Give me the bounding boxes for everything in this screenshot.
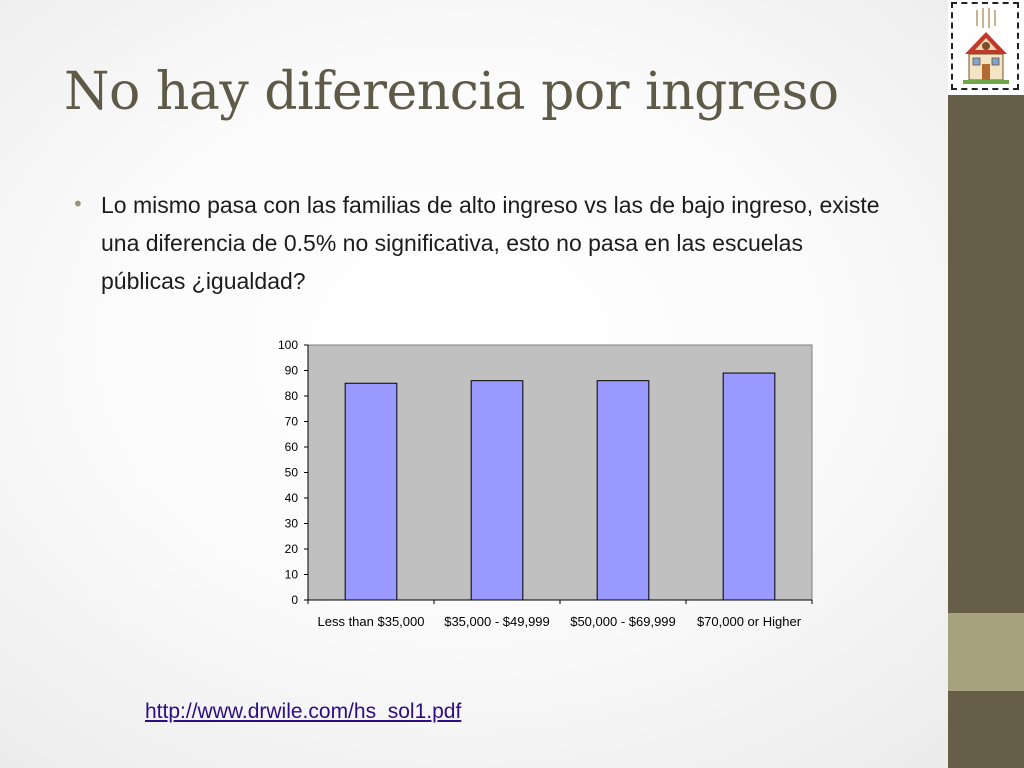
y-tick-label: 0 [291,593,298,607]
x-tick-labels: Less than $35,000 $35,000 - $49,999 $50,00… [318,614,802,629]
bar [596,380,650,601]
bar [470,380,524,601]
bullet-dot: • [72,192,84,216]
chart-bars [344,372,776,601]
source-link[interactable]: http://www.drwile.com/hs_sol1.pdf [145,700,462,723]
right-bar-dark-lower [948,691,1024,768]
y-tick-label: 30 [285,517,299,531]
y-tick-label: 50 [285,466,299,480]
right-decor-bar [948,0,1024,768]
bullet-item: • Lo mismo pasa con las familias de alto… [72,186,882,300]
x-tick-label: Less than $35,000 [318,614,425,629]
right-bar-light [948,613,1024,691]
logo-frame [951,2,1019,90]
x-tick-label: $70,000 or Higher [697,614,802,629]
y-tick-label: 40 [285,491,299,505]
right-bar-dark-upper [948,95,1024,613]
y-tick-label: 100 [278,338,298,352]
x-tick-label: $50,000 - $69,999 [570,614,676,629]
y-tick-label: 90 [285,364,299,378]
y-tick-label: 80 [285,389,299,403]
y-tick-label: 20 [285,542,299,556]
y-tick-label: 10 [285,568,299,582]
bar [344,382,398,601]
x-tick-label: $35,000 - $49,999 [444,614,550,629]
bar [722,372,776,601]
schoolhouse-icon [963,8,1009,84]
y-tick-label: 60 [285,440,299,454]
y-tick-label: 70 [285,415,299,429]
slide-title: No hay diferencia por ingreso [64,62,839,122]
bullet-text: Lo mismo pasa con las familias de alto i… [101,192,880,294]
y-tick-labels: 0 10 20 30 40 50 60 70 80 90 100 [278,338,298,607]
